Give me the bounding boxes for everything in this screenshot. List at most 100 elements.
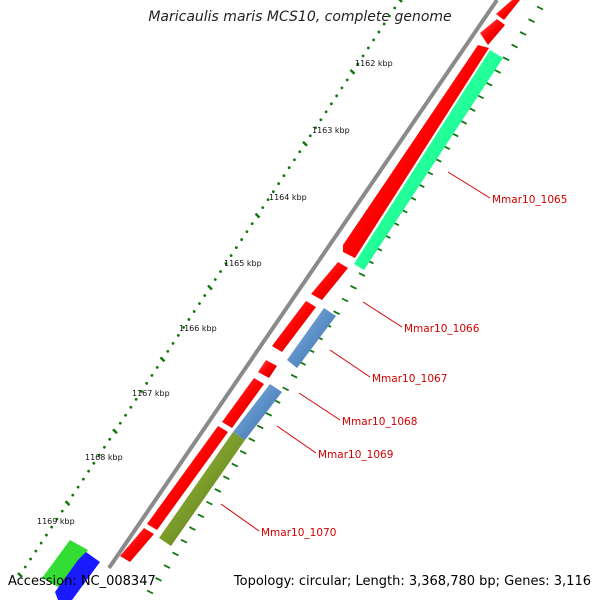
scale-dot: [17, 572, 23, 578]
scale-dot: [254, 212, 261, 219]
scale-dot: [388, 14, 391, 18]
genome-backbone: [107, 0, 499, 570]
scale-dash: [460, 119, 468, 125]
gene-arrow-reverse[interactable]: [159, 432, 245, 546]
gene-leader-line: [447, 171, 491, 199]
scale-dot: [329, 102, 333, 106]
scale-dot: [198, 302, 201, 305]
scale-dash: [290, 373, 298, 379]
gene-arrow-forward[interactable]: [343, 45, 489, 258]
scale-dash: [256, 424, 264, 430]
scale-dot: [308, 134, 312, 138]
scale-dash: [333, 310, 340, 316]
gene-leader-line: [329, 349, 371, 378]
scale-dash: [214, 488, 222, 493]
scale-dot: [159, 356, 166, 363]
scale-dash: [519, 31, 527, 36]
scale-tick-label: 1167 kbp: [132, 389, 170, 398]
scale-dot: [76, 485, 80, 489]
scale-dash: [155, 576, 162, 582]
gene-label-mmar10-1067[interactable]: Mmar10_1067: [372, 373, 447, 385]
gene-leader-line: [298, 392, 341, 421]
scale-dot: [356, 62, 360, 66]
scale-dash: [485, 81, 493, 87]
scale-dash: [511, 43, 518, 49]
scale-dash: [146, 589, 154, 595]
scale-dot: [324, 110, 328, 114]
gene-label-mmar10-1066[interactable]: Mmar10_1066: [404, 323, 480, 335]
scale-dot: [118, 421, 122, 425]
gene-label-mmar10-1069[interactable]: Mmar10_1069: [318, 449, 393, 461]
gene-arrow-forward[interactable]: [272, 301, 316, 352]
scale-dot: [224, 262, 228, 265]
scale-dot: [245, 230, 249, 233]
gene-label-mmar10-1068[interactable]: Mmar10_1068: [342, 416, 417, 428]
gene-arrow-forward[interactable]: [258, 360, 277, 378]
scale-dot: [287, 166, 291, 170]
scale-dot: [129, 405, 133, 409]
scale-dash: [172, 551, 179, 557]
outer-scale-dots: [17, 0, 403, 578]
gene-arrow-forward[interactable]: [120, 528, 154, 562]
gene-arrow-reverse[interactable]: [287, 308, 336, 368]
scale-dot: [349, 68, 356, 75]
scale-dot: [282, 174, 286, 178]
gene-label-mmar10-1065[interactable]: Mmar10_1065: [492, 194, 567, 206]
scale-dot: [250, 222, 254, 226]
scale-dot: [382, 22, 386, 26]
scale-dot: [34, 549, 38, 553]
gene-arrow-forward[interactable]: [480, 19, 505, 45]
gene-arrow-reverse[interactable]: [233, 384, 282, 440]
scale-dot: [298, 150, 302, 154]
gene-arrow-forward[interactable]: [222, 378, 264, 428]
scale-dot: [166, 349, 170, 353]
scale-dot: [155, 365, 159, 369]
gene-arrow-forward[interactable]: [147, 426, 228, 530]
scale-dot: [240, 238, 244, 241]
scale-dot: [213, 278, 217, 281]
scale-dot: [124, 413, 127, 417]
scale-dash: [528, 18, 535, 24]
scale-tick-label: 1166 kbp: [179, 324, 217, 333]
scale-dash: [197, 513, 205, 519]
scale-dash: [265, 411, 273, 417]
gene-arrow-forward[interactable]: [496, 0, 520, 20]
scale-dot: [266, 198, 270, 202]
scale-dash: [494, 69, 502, 74]
scale-dot: [277, 182, 281, 186]
gene-leader-line: [362, 301, 403, 328]
scale-dot: [234, 246, 238, 249]
scale-dot: [372, 38, 376, 42]
scale-dash: [231, 462, 239, 468]
scale-dot: [207, 284, 213, 291]
gene-label-mmar10-1070[interactable]: Mmar10_1070: [261, 527, 336, 539]
scale-dot: [134, 397, 138, 401]
scale-dot: [112, 428, 118, 435]
scale-dot: [361, 54, 365, 58]
scale-dash: [239, 450, 247, 455]
scale-tick-label: 1168 kbp: [85, 453, 123, 462]
scale-dot: [271, 190, 275, 194]
scale-dash: [350, 284, 357, 290]
scale-tick-label: 1164 kbp: [269, 193, 307, 202]
gene-arrow-reverse[interactable]: [354, 50, 503, 270]
scale-dot: [29, 557, 32, 561]
scale-dot: [171, 342, 175, 345]
scale-dot: [340, 86, 344, 90]
scale-dash: [180, 538, 188, 544]
gene-arrow-green[interactable]: [42, 540, 88, 588]
gene-arrow-blue[interactable]: [55, 552, 100, 600]
gene-arrow-forward[interactable]: [311, 262, 348, 300]
scale-dot: [335, 94, 339, 98]
scale-dot: [229, 254, 233, 257]
scale-dot: [203, 294, 207, 297]
scale-dot: [393, 6, 397, 10]
scale-dot: [219, 270, 222, 273]
scale-dot: [108, 437, 112, 441]
scale-dot: [182, 326, 186, 329]
scale-dash: [188, 526, 196, 531]
topology-text: Topology: circular; Length: 3,368,780 bp…: [233, 574, 591, 589]
scale-dash: [341, 297, 349, 303]
scale-dot: [150, 373, 154, 377]
